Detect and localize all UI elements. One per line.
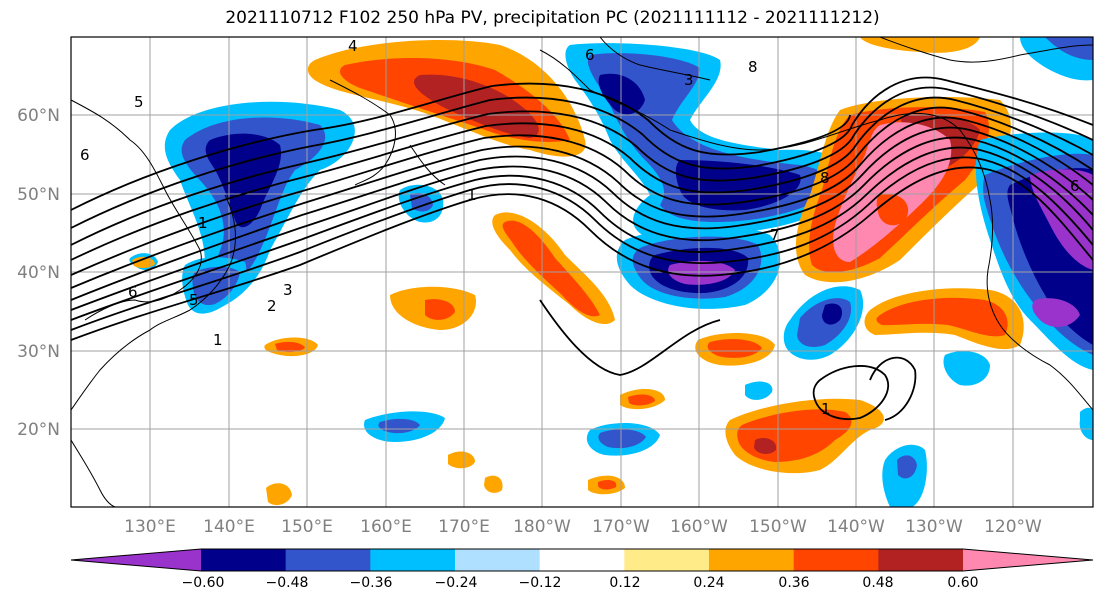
colorbar-extend-max bbox=[963, 549, 1093, 571]
lon-label: 140°W bbox=[827, 517, 885, 537]
lat-label: 30°N bbox=[17, 342, 60, 362]
contour-label: 6 bbox=[128, 283, 138, 301]
contour-label: 6 bbox=[585, 46, 595, 64]
lat-axis: 60°N 50°N 40°N 30°N 20°N bbox=[17, 106, 60, 440]
colorbar-tick-label: 0.48 bbox=[862, 575, 893, 591]
colorbar bbox=[70, 548, 1094, 572]
lon-label: 120°W bbox=[984, 517, 1042, 537]
lat-label: 60°N bbox=[17, 106, 60, 126]
colorbar-tick-label: −0.12 bbox=[519, 575, 562, 591]
colorbar-segment bbox=[370, 549, 456, 571]
lon-label: 130°E bbox=[124, 517, 176, 537]
lat-label: 40°N bbox=[17, 263, 60, 283]
lon-label: 150°W bbox=[749, 517, 807, 537]
map-frame bbox=[70, 36, 1094, 508]
contour-label: 1 bbox=[821, 400, 831, 418]
colorbar-segment bbox=[878, 549, 964, 571]
lon-label: 170°W bbox=[592, 517, 650, 537]
colorbar-tick-label: 0.24 bbox=[693, 575, 724, 591]
lon-label: 160°E bbox=[360, 517, 412, 537]
lon-label: 160°W bbox=[670, 517, 728, 537]
colorbar-outline bbox=[70, 548, 1094, 572]
colorbar-tick-label: −0.36 bbox=[350, 575, 393, 591]
colorbar-segment bbox=[709, 549, 795, 571]
lon-label: 140°E bbox=[203, 517, 255, 537]
colorbar-segment bbox=[285, 549, 371, 571]
colorbar-tick-label: −0.24 bbox=[435, 575, 478, 591]
lon-label: 170°E bbox=[438, 517, 490, 537]
colorbar-extend-min bbox=[71, 549, 201, 571]
colorbar-tick-label: 0.36 bbox=[778, 575, 809, 591]
contour-label: 3 bbox=[283, 281, 293, 299]
contour-label: 3 bbox=[684, 71, 694, 89]
lon-label: 180°W bbox=[513, 517, 571, 537]
colorbar-segment bbox=[201, 549, 287, 571]
contour-label: 8 bbox=[820, 169, 830, 187]
contour-label: 1 bbox=[213, 331, 223, 349]
colorbar-tick-label: −0.48 bbox=[266, 575, 309, 591]
contour-label: 5 bbox=[189, 291, 199, 309]
lat-label: 20°N bbox=[17, 420, 60, 440]
colorbar-tick-label: 0.60 bbox=[947, 575, 978, 591]
contour-label: 5 bbox=[134, 93, 144, 111]
contour-label: 7 bbox=[770, 226, 780, 244]
colorbar-segment bbox=[539, 549, 625, 571]
contour-label: 6 bbox=[1070, 177, 1080, 195]
contour-label: 4 bbox=[348, 37, 358, 55]
colorbar-segment bbox=[624, 549, 710, 571]
colorbar-labels: −0.60 −0.48 −0.36 −0.24 −0.12 0.12 0.24 … bbox=[182, 575, 979, 591]
colorbar-segment bbox=[455, 549, 541, 571]
contour-label: 1 bbox=[198, 214, 208, 232]
contour-label: 2 bbox=[267, 297, 277, 315]
chart-title: 2021110712 F102 250 hPa PV, precipitatio… bbox=[225, 8, 880, 28]
lon-label: 130°W bbox=[905, 517, 963, 537]
colorbar-tick-label: −0.60 bbox=[182, 575, 225, 591]
colorbar-tick-label: 0.12 bbox=[609, 575, 640, 591]
lon-axis: 130°E 140°E 150°E 160°E 170°E 180°W 170°… bbox=[124, 517, 1042, 537]
pv-contours bbox=[71, 76, 1093, 421]
contour-label: 6 bbox=[80, 146, 90, 164]
lat-label: 50°N bbox=[17, 185, 60, 205]
lon-label: 150°E bbox=[281, 517, 333, 537]
colorbar-segment bbox=[793, 549, 879, 571]
contour-label: 8 bbox=[748, 58, 758, 76]
contour-label: 1 bbox=[467, 186, 477, 204]
